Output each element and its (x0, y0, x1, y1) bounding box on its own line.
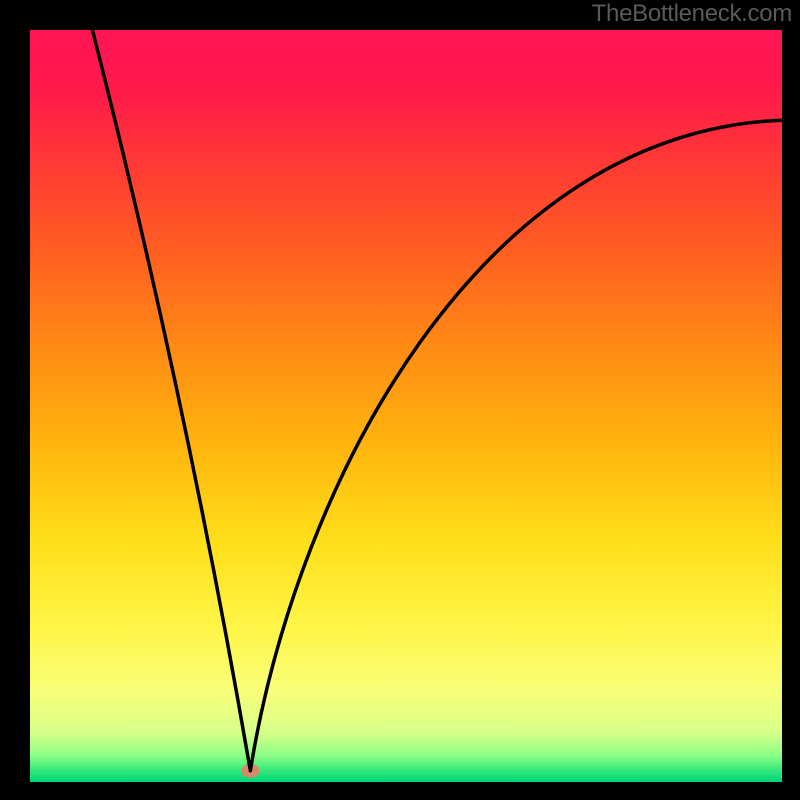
bottleneck-curve (92, 30, 782, 771)
watermark-text: TheBottleneck.com (592, 0, 792, 28)
curve-svg (30, 30, 782, 782)
plot-area (30, 30, 782, 782)
chart-container: TheBottleneck.com (0, 0, 800, 800)
